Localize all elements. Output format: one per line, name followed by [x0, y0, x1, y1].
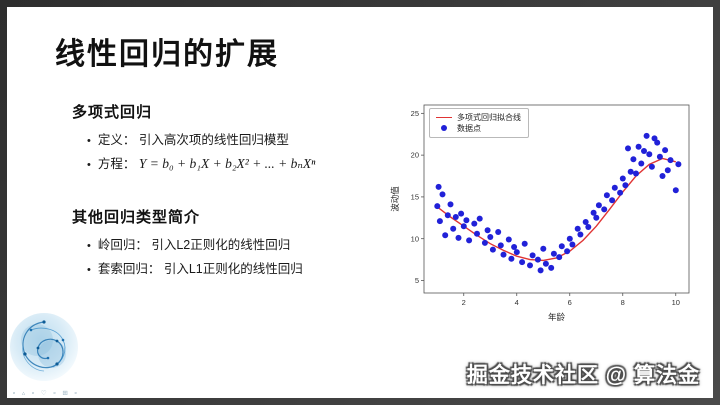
- svg-text:年龄: 年龄: [548, 312, 566, 322]
- legend-row-fit-line: 多项式回归拟合线: [436, 112, 521, 123]
- page-title: 线性回归的扩展: [55, 38, 279, 71]
- bullet-label: 定义：: [97, 133, 136, 147]
- svg-text:25: 25: [411, 109, 419, 118]
- section-heading-polynomial: 多项式回归: [72, 104, 153, 121]
- svg-text:8: 8: [621, 298, 625, 307]
- bullet-label: 岭回归：: [97, 238, 148, 252]
- polynomial-regression-chart: 2 4 6 8 10 5 10 15 20 25 年龄 波动值 多项式回归拟合线 数据点: [388, 95, 698, 327]
- svg-text:10: 10: [411, 234, 419, 243]
- bullet-ridge: • 岭回归： 引入L2正则化的线性回归: [87, 234, 290, 253]
- footer-marks: ∘ ▵ ∘ ♡ ∘ ⊞ ∘: [12, 390, 80, 397]
- section-heading-other-regressions: 其他回归类型简介: [72, 209, 201, 226]
- blue-dot-swatch: [436, 123, 452, 134]
- equation-formula: Y = b₀ + b₁X + b₂X² + ... + bₙXⁿ: [138, 156, 316, 171]
- brand-logo-brain-network: [10, 313, 78, 381]
- legend-row-data-points: 数据点: [436, 123, 521, 134]
- slide-canvas: 线性回归的扩展 多项式回归 • 定义： 引入高次项的线性回归模型 • 方程： Y =…: [7, 7, 713, 398]
- chart-legend: 多项式回归拟合线 数据点: [429, 108, 529, 138]
- svg-text:5: 5: [415, 276, 419, 285]
- bullet-lasso: • 套索回归： 引入L1正则化的线性回归: [87, 258, 303, 277]
- svg-text:4: 4: [515, 298, 519, 307]
- svg-text:10: 10: [672, 298, 680, 307]
- bullet-text: 引入L1正则化的线性回归: [163, 262, 303, 276]
- bullet-dot: •: [87, 240, 91, 252]
- bullet-text: 引入高次项的线性回归模型: [138, 133, 289, 147]
- legend-label-fit-line: 多项式回归拟合线: [457, 113, 521, 122]
- bullet-definition: • 定义： 引入高次项的线性回归模型: [87, 129, 289, 148]
- red-line-swatch: [436, 117, 452, 118]
- legend-label-data-points: 数据点: [457, 124, 481, 133]
- svg-text:波动值: 波动值: [390, 186, 400, 212]
- bullet-label: 套索回归：: [97, 262, 161, 276]
- svg-text:2: 2: [462, 298, 466, 307]
- svg-text:20: 20: [411, 151, 419, 160]
- bullet-equation: • 方程： Y = b₀ + b₁X + b₂X² + ... + bₙXⁿ: [87, 153, 315, 172]
- svg-text:6: 6: [568, 298, 572, 307]
- svg-text:15: 15: [411, 193, 419, 202]
- bullet-dot: •: [87, 264, 91, 276]
- bullet-dot: •: [87, 135, 91, 147]
- bullet-text: 引入L2正则化的线性回归: [151, 238, 291, 252]
- bullet-dot: •: [87, 159, 91, 171]
- watermark-text: 掘金技术社区 @ 算法金: [466, 364, 700, 387]
- bullet-label: 方程：: [97, 157, 136, 171]
